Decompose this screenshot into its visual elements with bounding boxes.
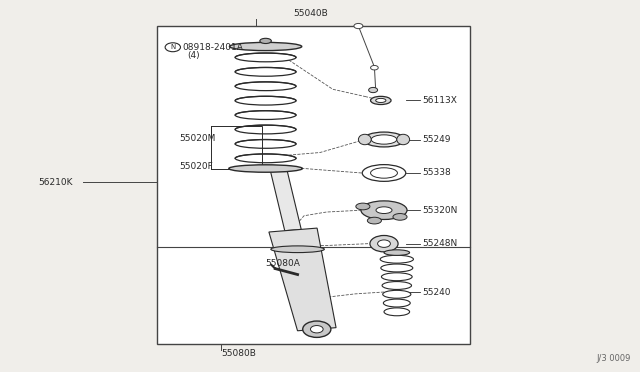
Ellipse shape — [376, 207, 392, 214]
Ellipse shape — [371, 96, 391, 105]
Ellipse shape — [376, 98, 386, 102]
Circle shape — [310, 326, 323, 333]
Ellipse shape — [235, 53, 296, 62]
Ellipse shape — [229, 42, 302, 51]
Ellipse shape — [228, 165, 302, 172]
Ellipse shape — [362, 164, 406, 181]
Ellipse shape — [235, 140, 296, 148]
Text: 55040B: 55040B — [293, 9, 328, 18]
Ellipse shape — [381, 264, 413, 272]
Ellipse shape — [382, 282, 412, 289]
Text: 56113X: 56113X — [422, 96, 457, 105]
Ellipse shape — [235, 82, 296, 91]
Ellipse shape — [384, 308, 410, 316]
Ellipse shape — [393, 214, 407, 220]
Text: 55320N: 55320N — [422, 206, 458, 215]
Text: 55080A: 55080A — [266, 259, 300, 267]
Ellipse shape — [380, 255, 413, 263]
Polygon shape — [270, 169, 301, 231]
Circle shape — [369, 87, 378, 93]
Ellipse shape — [235, 111, 296, 119]
Text: J/3 0009: J/3 0009 — [596, 354, 630, 363]
Text: 55338: 55338 — [422, 169, 451, 177]
Circle shape — [370, 235, 398, 252]
Ellipse shape — [381, 273, 412, 281]
Circle shape — [165, 43, 180, 52]
Ellipse shape — [397, 134, 410, 145]
Ellipse shape — [235, 67, 296, 76]
Text: 55020F: 55020F — [179, 162, 213, 171]
Ellipse shape — [235, 125, 296, 134]
Ellipse shape — [371, 168, 397, 178]
Ellipse shape — [271, 246, 324, 253]
Ellipse shape — [383, 299, 410, 307]
Polygon shape — [269, 228, 336, 331]
Circle shape — [303, 321, 331, 337]
Ellipse shape — [364, 132, 405, 147]
Ellipse shape — [235, 96, 296, 105]
Ellipse shape — [361, 201, 407, 219]
Text: 56210K: 56210K — [38, 178, 73, 187]
Text: (4): (4) — [187, 51, 200, 60]
Ellipse shape — [235, 154, 296, 163]
Ellipse shape — [383, 290, 411, 298]
Circle shape — [371, 65, 378, 70]
Text: N: N — [170, 44, 175, 50]
Text: 08918-2401A: 08918-2401A — [182, 43, 243, 52]
Text: 55249: 55249 — [422, 135, 451, 144]
Ellipse shape — [260, 38, 271, 44]
Ellipse shape — [358, 134, 371, 145]
Text: 55240: 55240 — [422, 288, 451, 296]
Circle shape — [378, 240, 390, 247]
Circle shape — [354, 23, 363, 29]
Text: 55080B: 55080B — [221, 349, 255, 358]
Bar — [157, 26, 470, 344]
Text: 55248N: 55248N — [422, 239, 458, 248]
Ellipse shape — [384, 250, 410, 255]
Ellipse shape — [356, 203, 370, 210]
Ellipse shape — [371, 135, 397, 144]
Ellipse shape — [367, 217, 381, 224]
Text: 55020M: 55020M — [179, 134, 216, 143]
Bar — [211, 126, 262, 169]
